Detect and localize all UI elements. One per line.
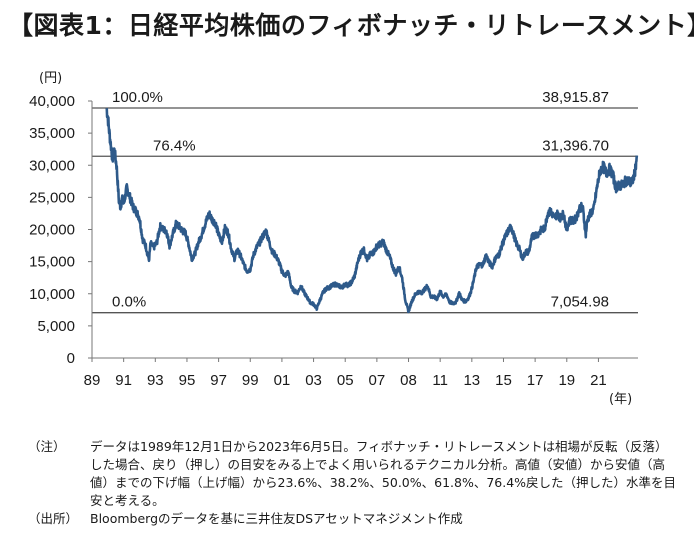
source-row: （出所） Bloombergのデータを基に三井住友DSアセットマネジメント作成 <box>28 510 678 528</box>
x-tick-label: 11 <box>432 372 448 389</box>
source-text: Bloombergのデータを基に三井住友DSアセットマネジメント作成 <box>90 511 463 526</box>
line-chart: (円) (年) 100.0% 38,915.87 76.4% 31,396.70 0.0… <box>29 71 639 407</box>
x-tick-label: 03 <box>305 372 322 389</box>
level-value-label: 38,915.87 <box>542 89 609 106</box>
y-tick-label: 30,000 <box>29 157 75 174</box>
y-axis-ticks: 0 5,000 10,000 15,000 20,000 25,000 30,000 35,0… <box>29 93 92 367</box>
note-label: （注） <box>28 439 66 454</box>
y-axis-unit: (円) <box>39 71 62 86</box>
x-tick-label: 93 <box>147 372 164 389</box>
x-tick-label: 19 <box>558 372 575 389</box>
source-label: （出所） <box>28 511 79 526</box>
y-tick-label: 25,000 <box>29 189 75 206</box>
x-axis-unit: (年) <box>609 392 632 407</box>
note-text: データは1989年12月1日から2023年6月5日。フィボナッチ・リトレースメン… <box>90 439 677 508</box>
y-tick-label: 0 <box>67 350 75 367</box>
level-pct-label: 76.4% <box>153 137 196 154</box>
level-pct-label: 0.0% <box>112 294 146 311</box>
y-tick-label: 15,000 <box>29 254 75 271</box>
y-tick-label: 10,000 <box>29 286 75 303</box>
x-tick-label: 91 <box>115 372 132 389</box>
x-tick-label: 97 <box>210 372 227 389</box>
level-value-label: 7,054.98 <box>551 294 609 311</box>
y-tick-label: 5,000 <box>37 318 75 335</box>
x-axis-ticks: 89 91 93 95 97 99 01 03 05 07 08 11 13 15 17 19 21 <box>84 358 607 389</box>
x-tick-label: 99 <box>242 372 259 389</box>
nikkei-series-line <box>105 107 639 314</box>
x-tick-label: 13 <box>463 372 480 389</box>
y-tick-label: 40,000 <box>29 93 75 110</box>
x-tick-label: 21 <box>590 372 607 389</box>
x-tick-label: 17 <box>527 372 544 389</box>
x-tick-label: 95 <box>179 372 196 389</box>
x-tick-label: 01 <box>274 372 291 389</box>
footnotes: （注） データは1989年12月1日から2023年6月5日。フィボナッチ・リトレ… <box>28 438 678 528</box>
x-tick-label: 15 <box>495 372 512 389</box>
fib-levels: 100.0% 38,915.87 76.4% 31,396.70 0.0% 7,054.9… <box>92 89 638 314</box>
x-tick-label: 07 <box>369 372 386 389</box>
y-tick-label: 20,000 <box>29 222 75 239</box>
x-tick-label: 05 <box>337 372 354 389</box>
x-tick-label: 08 <box>400 372 417 389</box>
series-group <box>105 107 639 314</box>
chart-title: 【図表1：日経平均株価のフィボナッチ・リトレースメント】 <box>8 11 694 40</box>
y-tick-label: 35,000 <box>29 125 75 142</box>
x-tick-label: 89 <box>84 372 101 389</box>
note-row: （注） データは1989年12月1日から2023年6月5日。フィボナッチ・リトレ… <box>28 438 678 510</box>
level-pct-label: 100.0% <box>112 89 163 106</box>
level-value-label: 31,396.70 <box>542 137 609 154</box>
